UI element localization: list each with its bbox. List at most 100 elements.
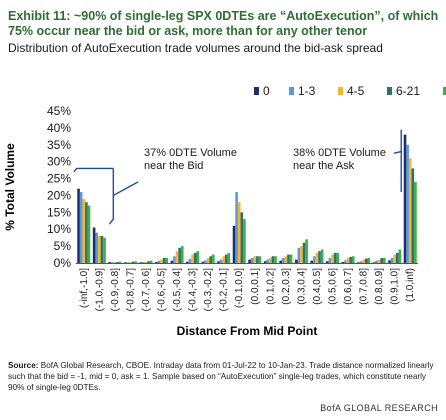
x-tick-label: (1.0,inf) — [405, 268, 416, 302]
x-tick-label: (0.3,0.4] — [296, 268, 307, 305]
bar-series-3 — [240, 212, 244, 263]
bar-series-3 — [162, 257, 166, 263]
x-tick-label: (-inf,-1.0] — [79, 268, 90, 308]
bar-series-0 — [77, 188, 80, 263]
bar-series-2 — [206, 257, 210, 263]
y-tick-label: 10% — [47, 222, 71, 236]
y-tick-label: 45% — [47, 104, 71, 118]
bar-series-1 — [188, 258, 192, 263]
bar-series-3 — [85, 202, 88, 263]
legend-swatch-1 — [289, 87, 294, 95]
bar-series-4 — [289, 254, 293, 263]
bar-series-1 — [297, 247, 301, 263]
bar-series-2 — [175, 251, 179, 263]
y-tick-label: 25% — [47, 172, 71, 186]
bar-series-2 — [82, 198, 86, 263]
y-tick-label: 40% — [47, 121, 71, 135]
bar-series-2 — [160, 259, 163, 263]
bar-series-0 — [326, 261, 329, 263]
bar-series-2 — [253, 256, 257, 263]
bar-series-1 — [344, 260, 347, 263]
bar-series-2 — [269, 257, 272, 263]
bar-series-3 — [271, 256, 275, 263]
x-tick-label: (-0.5,-0.4] — [172, 268, 183, 312]
bar-series-0 — [92, 227, 96, 263]
bar-series-1 — [359, 261, 363, 263]
legend-swatch-2 — [338, 87, 343, 95]
y-tick-label: 5% — [54, 239, 72, 253]
bar-series-0 — [201, 261, 205, 263]
bar-series-4 — [134, 261, 137, 263]
bar-series-4 — [258, 256, 262, 263]
bar-series-0 — [294, 259, 298, 263]
x-tick-label: (-0.3,-0.2] — [203, 268, 214, 312]
bar-series-4 — [243, 219, 246, 263]
bar-series-1 — [157, 260, 161, 263]
bar-series-0 — [108, 261, 111, 263]
bar-series-3 — [364, 258, 368, 263]
chart-title: Exhibit 11: ~90% of single-leg SPX 0DTEs… — [8, 9, 439, 38]
x-tick-label: (0.2,0.3] — [281, 268, 292, 305]
bar-series-4 — [212, 254, 215, 263]
bar-series-4 — [336, 252, 339, 263]
bar-series-2 — [284, 256, 288, 263]
bar-series-0 — [357, 262, 360, 263]
bar-series-3 — [147, 261, 150, 263]
bar-series-1 — [313, 256, 316, 263]
x-tick-label: (-0.4,-0.3] — [188, 268, 199, 312]
bar-series-3 — [100, 235, 104, 263]
bar-series-4 — [103, 237, 106, 263]
x-tick-label: (-1.0,-0.9] — [94, 268, 105, 312]
bar-series-2 — [144, 261, 148, 263]
bar-series-0 — [341, 261, 345, 263]
bar-series-1 — [266, 259, 270, 263]
bar-series-0 — [248, 259, 251, 263]
bar-series-2 — [346, 257, 350, 263]
footer-brand: BofA GLOBAL RESEARCH — [320, 403, 438, 413]
bar-series-3 — [287, 254, 290, 263]
y-tick-label: 35% — [47, 138, 71, 152]
bar-series-3 — [178, 247, 181, 263]
bar-series-1 — [406, 144, 409, 263]
bar-series-3 — [131, 261, 135, 263]
x-tick-label: (-0.1,0.0] — [234, 268, 245, 308]
bar-chart: 01-34-56-2122+0%5%10%15%20%25%30%35%40%4… — [3, 84, 446, 338]
bar-series-3 — [256, 256, 259, 263]
chart-subtitle: Distribution of AutoExecution trade volu… — [8, 41, 383, 55]
bar-series-4 — [383, 257, 386, 263]
bar-series-2 — [362, 259, 365, 263]
bar-series-2 — [113, 262, 117, 263]
bar-series-3 — [116, 261, 119, 263]
annotation-ask-pointer — [393, 150, 402, 154]
source-note: Source: BofA Global Research, CBOE. Intr… — [8, 360, 440, 393]
y-axis-title: % Total Volume — [3, 143, 17, 231]
bar-series-1 — [173, 256, 176, 263]
legend-label-1: 1-3 — [298, 84, 316, 98]
bar-series-4 — [367, 257, 371, 263]
x-tick-label: (0.5,0.6] — [328, 268, 339, 305]
bar-series-4 — [196, 251, 200, 263]
source-label: Source: — [8, 361, 39, 370]
bar-series-1 — [110, 262, 114, 263]
annotation-bid-text: 37% 0DTE Volume — [144, 147, 237, 159]
bar-series-1 — [79, 192, 83, 263]
legend-label-0: 0 — [263, 84, 270, 98]
legend-swatch-0 — [254, 87, 259, 95]
bar-series-1 — [328, 257, 332, 263]
legend-label-3: 6-21 — [396, 84, 420, 98]
source-text: BofA Global Research, CBOE. Intraday dat… — [8, 361, 434, 392]
bar-series-4 — [274, 256, 277, 263]
bar-series-2 — [393, 254, 396, 263]
bar-series-3 — [411, 168, 415, 263]
bar-series-4 — [398, 249, 402, 263]
bar-series-4 — [149, 260, 153, 263]
x-tick-label: (0.7,0.8] — [359, 268, 370, 305]
x-tick-label: (0.9,1.0] — [390, 268, 401, 305]
y-tick-label: 15% — [47, 205, 71, 219]
annotation-bid-text: near the Bid — [144, 160, 203, 172]
bar-series-0 — [263, 261, 267, 263]
y-tick-label: 20% — [47, 188, 71, 202]
bar-series-4 — [227, 252, 231, 263]
x-tick-label: (-0.2,-0.1] — [219, 268, 230, 312]
bar-series-1 — [142, 261, 145, 263]
